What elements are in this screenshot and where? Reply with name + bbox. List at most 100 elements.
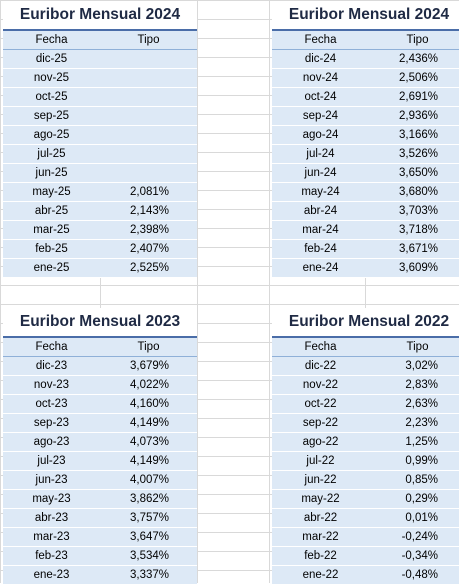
fecha-cell[interactable]: feb-23	[3, 546, 100, 566]
fecha-cell[interactable]: ene-25	[3, 258, 100, 278]
fecha-cell[interactable]: abr-24	[272, 201, 369, 221]
tipo-cell[interactable]: 2,506%	[369, 68, 459, 88]
fecha-cell[interactable]: ago-22	[272, 432, 369, 452]
tipo-cell[interactable]	[100, 87, 197, 107]
fecha-cell[interactable]: jul-22	[272, 451, 369, 471]
fecha-cell[interactable]: mar-23	[3, 527, 100, 547]
fecha-cell[interactable]: feb-25	[3, 239, 100, 259]
column-header-tipo[interactable]: Tipo	[369, 31, 459, 50]
tipo-cell[interactable]: 3,337%	[100, 565, 197, 585]
fecha-cell[interactable]: ago-24	[272, 125, 369, 145]
fecha-cell[interactable]: oct-22	[272, 394, 369, 414]
tipo-cell[interactable]: 2,436%	[369, 49, 459, 69]
tipo-cell[interactable]: 3,534%	[100, 546, 197, 566]
tipo-cell[interactable]: 2,23%	[369, 413, 459, 433]
fecha-cell[interactable]: dic-24	[272, 49, 369, 69]
fecha-cell[interactable]: sep-24	[272, 106, 369, 126]
fecha-cell[interactable]: oct-24	[272, 87, 369, 107]
tipo-cell[interactable]: 2,936%	[369, 106, 459, 126]
fecha-cell[interactable]: mar-25	[3, 220, 100, 240]
tipo-cell[interactable]: 3,680%	[369, 182, 459, 202]
tipo-cell[interactable]: 4,073%	[100, 432, 197, 452]
tipo-cell[interactable]: 3,609%	[369, 258, 459, 278]
fecha-cell[interactable]: oct-25	[3, 87, 100, 107]
fecha-cell[interactable]: jun-23	[3, 470, 100, 490]
fecha-cell[interactable]: oct-23	[3, 394, 100, 414]
tipo-cell[interactable]: 2,143%	[100, 201, 197, 221]
tipo-cell[interactable]	[100, 49, 197, 69]
tipo-cell[interactable]: 4,160%	[100, 394, 197, 414]
fecha-cell[interactable]: dic-23	[3, 356, 100, 376]
column-header-fecha[interactable]: Fecha	[3, 31, 100, 50]
column-header-fecha[interactable]: Fecha	[3, 338, 100, 357]
tipo-cell[interactable]	[100, 125, 197, 145]
fecha-cell[interactable]: nov-23	[3, 375, 100, 395]
tipo-cell[interactable]: 2,83%	[369, 375, 459, 395]
tipo-cell[interactable]: 3,650%	[369, 163, 459, 183]
fecha-cell[interactable]: nov-25	[3, 68, 100, 88]
tipo-cell[interactable]	[100, 106, 197, 126]
tipo-cell[interactable]: 3,679%	[100, 356, 197, 376]
tipo-cell[interactable]	[100, 68, 197, 88]
fecha-cell[interactable]: jul-23	[3, 451, 100, 471]
fecha-cell[interactable]: abr-23	[3, 508, 100, 528]
fecha-cell[interactable]: jun-24	[272, 163, 369, 183]
fecha-cell[interactable]: dic-22	[272, 356, 369, 376]
tipo-cell[interactable]: 2,398%	[100, 220, 197, 240]
fecha-cell[interactable]: abr-25	[3, 201, 100, 221]
table-title[interactable]: Euribor Mensual 2022	[272, 308, 459, 338]
fecha-cell[interactable]: sep-22	[272, 413, 369, 433]
fecha-cell[interactable]: may-22	[272, 489, 369, 509]
tipo-cell[interactable]: 2,525%	[100, 258, 197, 278]
tipo-cell[interactable]: 4,007%	[100, 470, 197, 490]
tipo-cell[interactable]: 0,85%	[369, 470, 459, 490]
tipo-cell[interactable]: 4,022%	[100, 375, 197, 395]
tipo-cell[interactable]: -0,48%	[369, 565, 459, 585]
column-header-tipo[interactable]: Tipo	[100, 338, 197, 357]
tipo-cell[interactable]: 1,25%	[369, 432, 459, 452]
fecha-cell[interactable]: ene-22	[272, 565, 369, 585]
fecha-cell[interactable]: ene-23	[3, 565, 100, 585]
column-header-fecha[interactable]: Fecha	[272, 338, 369, 357]
tipo-cell[interactable]: 3,671%	[369, 239, 459, 259]
fecha-cell[interactable]: jul-24	[272, 144, 369, 164]
tipo-cell[interactable]: 2,081%	[100, 182, 197, 202]
tipo-cell[interactable]: 4,149%	[100, 451, 197, 471]
fecha-cell[interactable]: nov-24	[272, 68, 369, 88]
fecha-cell[interactable]: ago-23	[3, 432, 100, 452]
fecha-cell[interactable]: may-25	[3, 182, 100, 202]
fecha-cell[interactable]: may-24	[272, 182, 369, 202]
table-title[interactable]: Euribor Mensual 2023	[3, 308, 197, 338]
column-header-fecha[interactable]: Fecha	[272, 31, 369, 50]
fecha-cell[interactable]: jun-22	[272, 470, 369, 490]
tipo-cell[interactable]: 3,02%	[369, 356, 459, 376]
fecha-cell[interactable]: sep-23	[3, 413, 100, 433]
fecha-cell[interactable]: feb-24	[272, 239, 369, 259]
fecha-cell[interactable]: mar-24	[272, 220, 369, 240]
fecha-cell[interactable]: may-23	[3, 489, 100, 509]
tipo-cell[interactable]: 2,63%	[369, 394, 459, 414]
tipo-cell[interactable]: -0,34%	[369, 546, 459, 566]
tipo-cell[interactable]: 3,703%	[369, 201, 459, 221]
tipo-cell[interactable]: 2,691%	[369, 87, 459, 107]
tipo-cell[interactable]: 0,29%	[369, 489, 459, 509]
column-header-tipo[interactable]: Tipo	[100, 31, 197, 50]
tipo-cell[interactable]: 3,757%	[100, 508, 197, 528]
fecha-cell[interactable]: sep-25	[3, 106, 100, 126]
tipo-cell[interactable]: 0,01%	[369, 508, 459, 528]
tipo-cell[interactable]: 3,718%	[369, 220, 459, 240]
fecha-cell[interactable]: jul-25	[3, 144, 100, 164]
tipo-cell[interactable]	[100, 163, 197, 183]
fecha-cell[interactable]: feb-22	[272, 546, 369, 566]
tipo-cell[interactable]: -0,24%	[369, 527, 459, 547]
table-title[interactable]: Euribor Mensual 2024	[272, 1, 459, 31]
tipo-cell[interactable]: 2,407%	[100, 239, 197, 259]
tipo-cell[interactable]: 3,526%	[369, 144, 459, 164]
fecha-cell[interactable]: abr-22	[272, 508, 369, 528]
fecha-cell[interactable]: jun-25	[3, 163, 100, 183]
tipo-cell[interactable]: 0,99%	[369, 451, 459, 471]
fecha-cell[interactable]: mar-22	[272, 527, 369, 547]
tipo-cell[interactable]: 3,166%	[369, 125, 459, 145]
tipo-cell[interactable]: 3,862%	[100, 489, 197, 509]
tipo-cell[interactable]: 3,647%	[100, 527, 197, 547]
